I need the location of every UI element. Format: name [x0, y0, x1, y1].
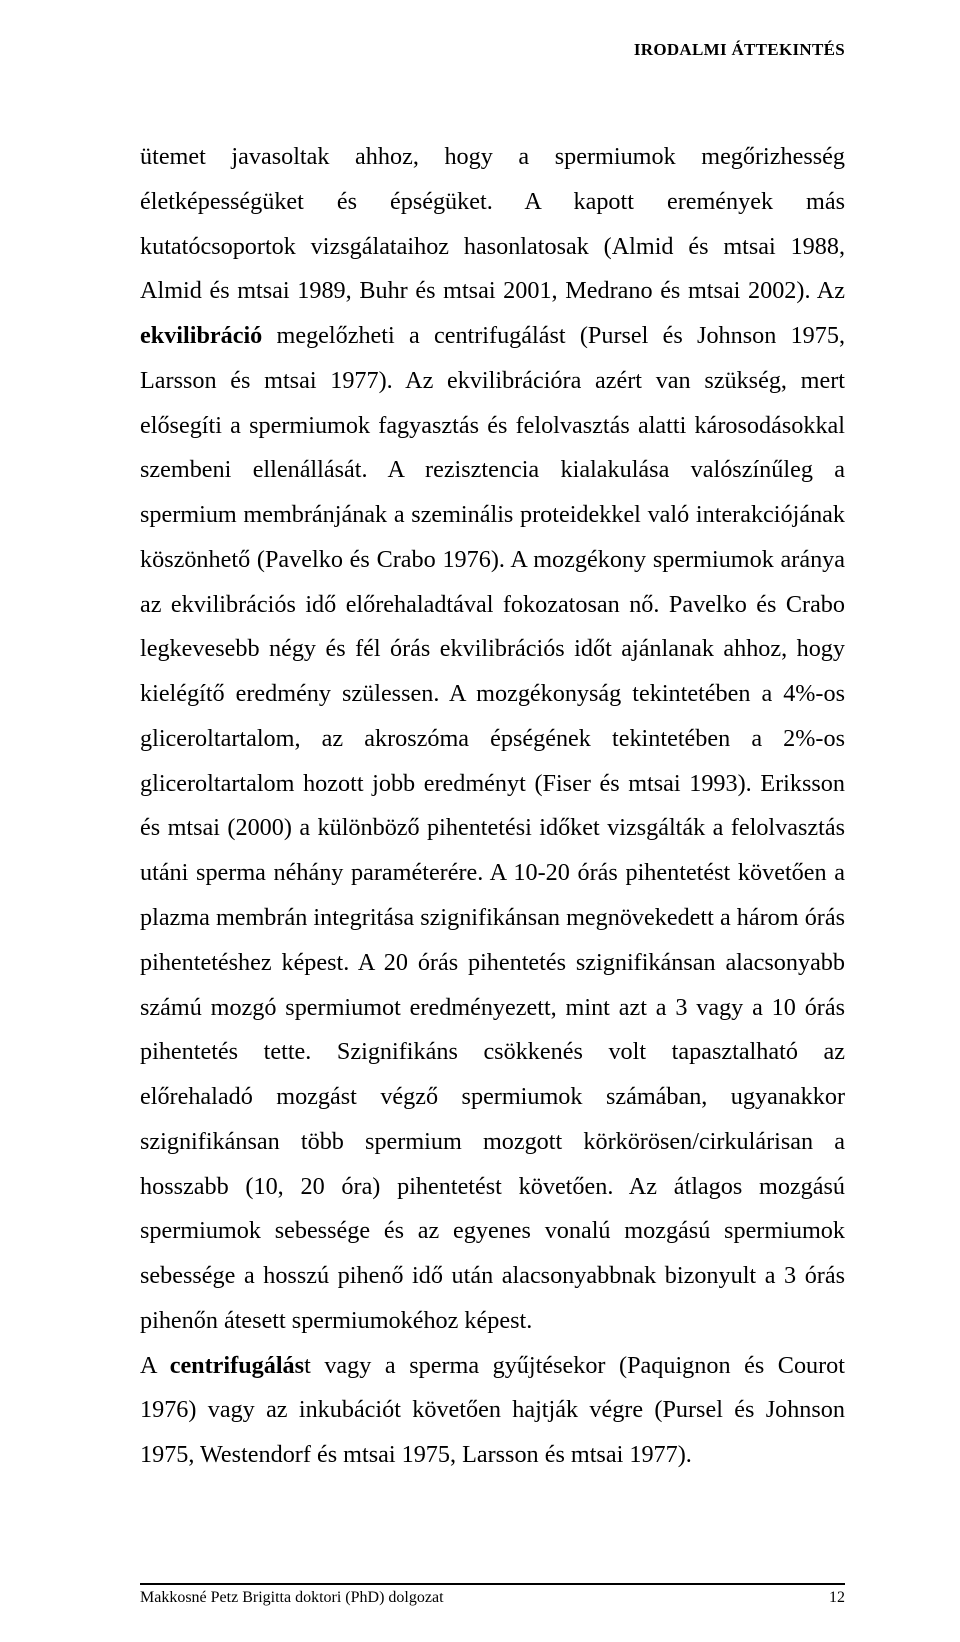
running-header: IRODALMI ÁTTEKINTÉS [140, 40, 845, 60]
page-footer: Makkosné Petz Brigitta doktori (PhD) dol… [140, 1583, 845, 1607]
page: IRODALMI ÁTTEKINTÉS ütemet javasoltak ah… [0, 0, 960, 1642]
footer-rule [140, 1583, 845, 1585]
bold-term-centrifugalas: centrifugálás [170, 1352, 304, 1379]
footer-author-text: Makkosné Petz Brigitta doktori (PhD) dol… [140, 1589, 444, 1607]
body-text-segment: A [140, 1352, 170, 1379]
body-text-segment: megelőzheti a centrifugálást (Pursel és … [140, 322, 845, 1334]
body-text-segment: ütemet javasoltak ahhoz, hogy a spermium… [140, 143, 845, 304]
page-number: 12 [829, 1589, 845, 1607]
body-paragraph: ütemet javasoltak ahhoz, hogy a spermium… [140, 135, 845, 1478]
bold-term-ekvilibracio: ekvilibráció [140, 322, 262, 349]
footer-line: Makkosné Petz Brigitta doktori (PhD) dol… [140, 1589, 845, 1607]
